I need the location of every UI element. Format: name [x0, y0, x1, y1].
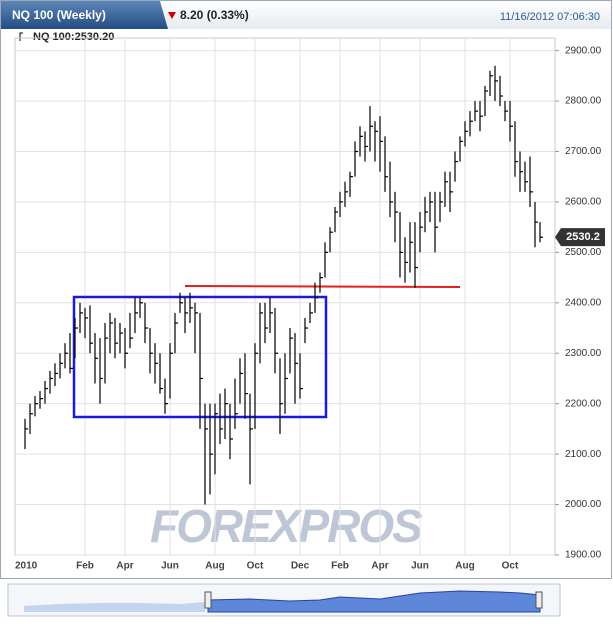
x-tick-label: Feb [76, 561, 94, 572]
resistance-line [184, 285, 461, 288]
y-tick-label: 2500.00 [565, 247, 602, 258]
y-tick-label: 2700.00 [565, 146, 602, 157]
y-tick-label: 2400.00 [565, 297, 602, 308]
x-tick-label: Aug [205, 561, 224, 572]
title-tab [1, 1, 168, 29]
x-tick-label: Dec [291, 561, 310, 572]
frame [0, 0, 612, 579]
y-tick-label: 2600.00 [565, 197, 602, 208]
x-tick-label: Oct [502, 561, 519, 572]
navigator-handle[interactable] [204, 591, 212, 609]
y-tick-label: 1900.00 [565, 550, 602, 561]
chart-title: NQ 100 (Weekly) [12, 8, 106, 22]
x-tick-label: Jun [161, 561, 179, 572]
x-tick-label: 2010 [15, 561, 38, 572]
last-price-label: 2530.2 [566, 231, 600, 243]
watermark: FOREXPROS [150, 500, 423, 552]
y-tick-label: 2800.00 [565, 96, 602, 107]
navigator-handle[interactable] [535, 591, 543, 609]
x-tick-label: Feb [331, 561, 349, 572]
x-tick-label: Aug [455, 561, 474, 572]
instrument-label: NQ 100:2530.20 [33, 31, 114, 43]
x-tick-label: Oct [247, 561, 264, 572]
down-arrow [168, 12, 176, 19]
x-tick-label: Jun [411, 561, 429, 572]
y-tick-label: 2900.00 [565, 45, 602, 56]
x-tick-label: Apr [371, 561, 388, 572]
x-tick-label: Apr [116, 561, 133, 572]
y-tick-label: 2300.00 [565, 348, 602, 359]
navigator-past [24, 602, 205, 612]
y-tick-label: 2000.00 [565, 499, 602, 510]
last-price-tag [555, 228, 605, 247]
change: 8.20 (0.33%) [180, 8, 249, 22]
timestamp: 11/16/2012 07:06:30 [500, 11, 600, 23]
y-tick-label: 2200.00 [565, 398, 602, 409]
y-tick-label: 2100.00 [565, 449, 602, 460]
